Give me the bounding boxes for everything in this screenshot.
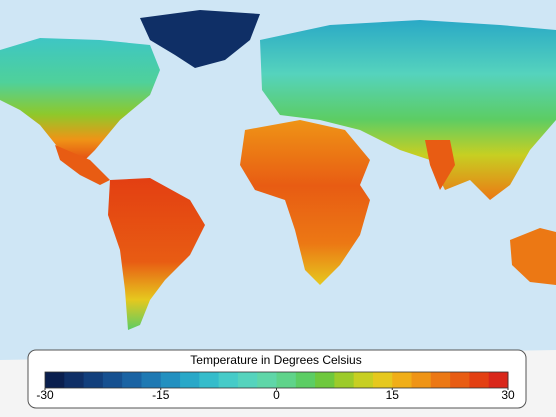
colorbar-segment bbox=[372, 372, 393, 388]
legend-title: Temperature in Degrees Celsius bbox=[190, 353, 361, 367]
colorbar-segment bbox=[295, 372, 316, 388]
colorbar-segment bbox=[430, 372, 451, 388]
colorbar-segment bbox=[218, 372, 239, 388]
greenland bbox=[140, 10, 260, 68]
tick-label: 30 bbox=[501, 388, 515, 402]
colorbar-segment bbox=[141, 372, 162, 388]
colorbar-segment bbox=[276, 372, 297, 388]
colorbar bbox=[44, 371, 509, 389]
colorbar-segment bbox=[488, 372, 509, 388]
colorbar-segment bbox=[160, 372, 181, 388]
south-america bbox=[108, 178, 205, 330]
colorbar-segment bbox=[64, 372, 85, 388]
tick-label: 0 bbox=[273, 388, 280, 402]
central-america bbox=[55, 145, 110, 185]
colorbar-segment bbox=[411, 372, 432, 388]
colorbar-segment bbox=[469, 372, 490, 388]
tick-label: 15 bbox=[386, 388, 400, 402]
australia bbox=[510, 228, 556, 285]
colorbar-segment bbox=[353, 372, 374, 388]
colorbar-segment bbox=[102, 372, 123, 388]
tick-label: -15 bbox=[152, 388, 170, 402]
colorbar-segment bbox=[450, 372, 470, 388]
colorbar-segment bbox=[392, 372, 413, 388]
tick-label: -30 bbox=[36, 388, 54, 402]
india bbox=[425, 140, 455, 190]
colorbar-segment bbox=[122, 372, 142, 388]
colorbar-segment bbox=[334, 372, 355, 388]
colorbar-segment bbox=[257, 372, 277, 388]
colorbar-segment bbox=[45, 372, 65, 388]
colorbar-segment bbox=[237, 372, 258, 388]
africa bbox=[240, 120, 370, 285]
eurasia bbox=[260, 20, 556, 200]
north-america bbox=[0, 38, 160, 165]
colorbar-segment bbox=[199, 372, 220, 388]
colorbar-segment bbox=[315, 372, 335, 388]
colorbar-segment bbox=[83, 372, 104, 388]
colorbar-segment bbox=[180, 372, 200, 388]
